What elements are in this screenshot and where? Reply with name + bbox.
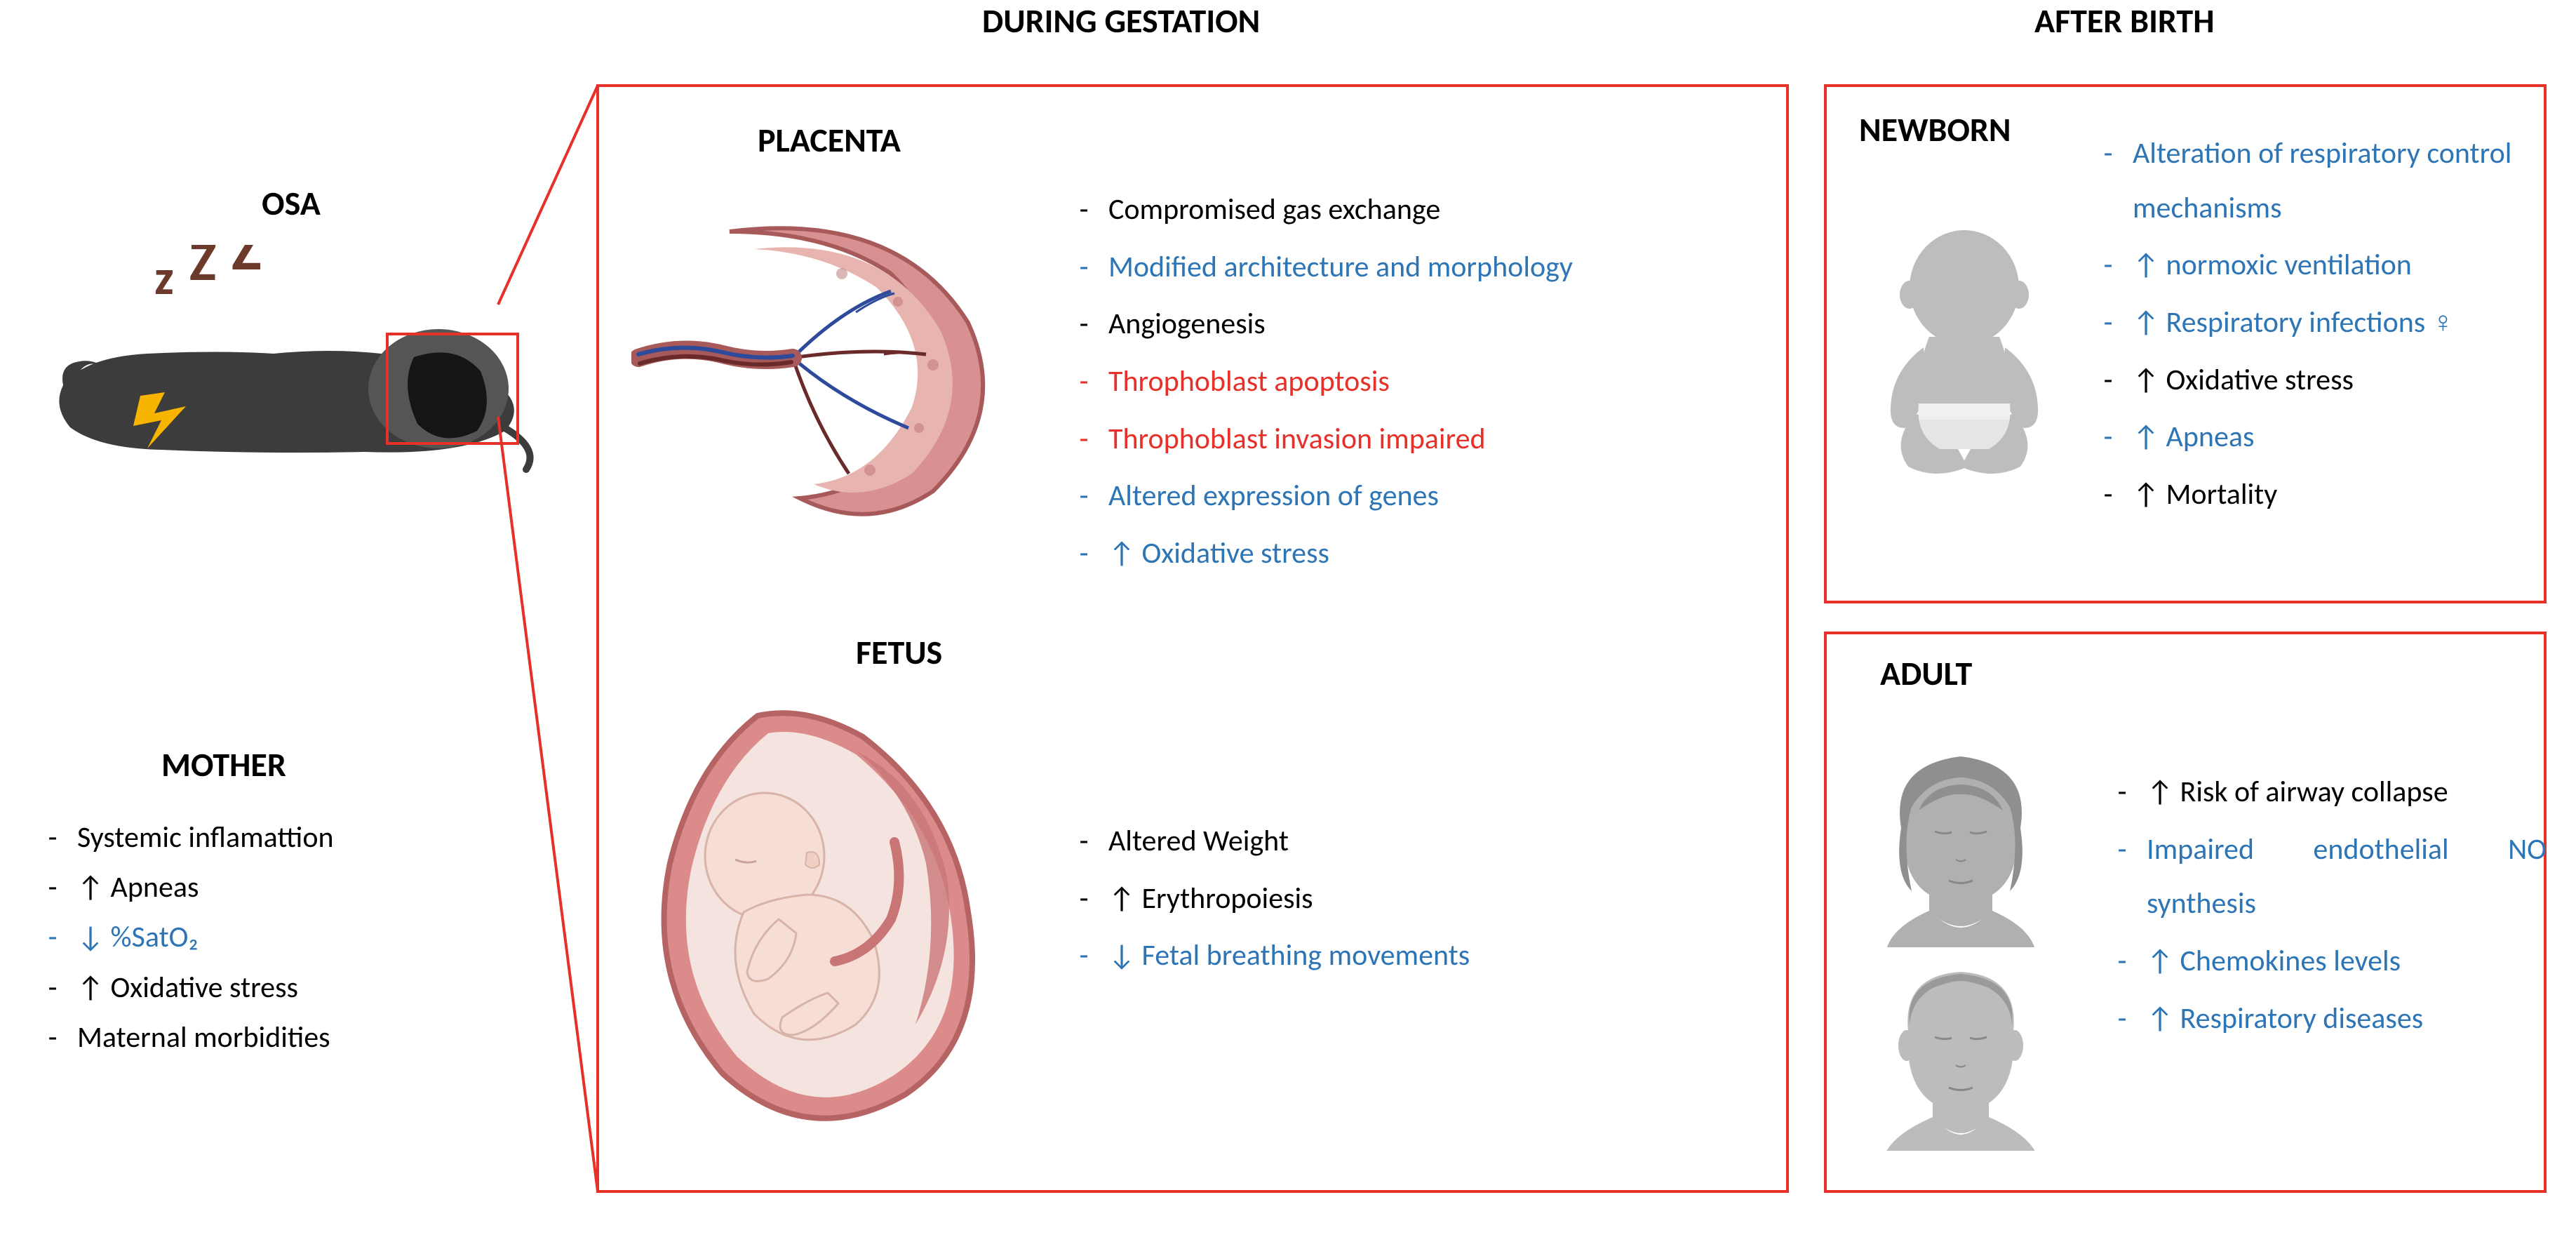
list-dash: - — [2084, 295, 2133, 350]
placenta-list: -Compromised gas exchange-Modified archi… — [1059, 182, 1761, 584]
list-text: ↑ Oxidative stress — [1108, 526, 1761, 581]
list-dash: - — [2084, 126, 2133, 235]
fetus-label: FETUS — [856, 632, 942, 673]
list-item: -↑ Apneas — [2084, 410, 2540, 465]
list-text: Systemic inflamattion — [77, 814, 519, 861]
list-dash: - — [1059, 240, 1108, 295]
list-item: -↑ Oxidative stress — [28, 964, 519, 1011]
adult-label: ADULT — [1880, 653, 1972, 694]
list-item: -↑ Apneas — [28, 864, 519, 911]
list-dash: - — [2098, 765, 2147, 820]
list-item: -↑ Oxidative stress — [2084, 353, 2540, 408]
svg-text:Z: Z — [232, 245, 262, 287]
list-item: -Impaired endothelial NO synthesis — [2098, 822, 2547, 931]
list-text: ↑ Apneas — [2133, 410, 2540, 465]
list-text: ↑ Risk of airway collapse — [2147, 765, 2547, 820]
list-dash: - — [28, 964, 77, 1011]
osa-image: z Z Z — [49, 245, 540, 490]
list-dash: - — [2084, 353, 2133, 408]
list-dash: - — [1059, 182, 1108, 237]
list-item: -Maternal morbidities — [28, 1014, 519, 1061]
list-dash: - — [1059, 814, 1108, 869]
list-dash: - — [1059, 297, 1108, 352]
list-item: -↑ Risk of airway collapse — [2098, 765, 2547, 820]
fetus-list: -Altered Weight-↑ Erythropoiesis-↓ Fetal… — [1059, 814, 1761, 986]
list-text: ↑ Oxidative stress — [2133, 353, 2540, 408]
list-dash: - — [28, 864, 77, 911]
list-text: Throphoblast invasion impaired — [1108, 412, 1761, 467]
list-dash: - — [1059, 928, 1108, 983]
newborn-image — [1852, 225, 2077, 491]
list-dash: - — [2084, 238, 2133, 293]
list-text: Throphoblast apoptosis — [1108, 354, 1761, 409]
list-item: -↓ Fetal breathing movements — [1059, 928, 1761, 983]
newborn-list: -Alteration of respiratory control mecha… — [2084, 126, 2540, 525]
list-item: -Systemic inflamattion — [28, 814, 519, 861]
list-item: -↑ Chemokines levels — [2098, 934, 2547, 989]
mother-label: MOTHER — [161, 744, 286, 785]
list-text: ↑ Oxidative stress — [77, 964, 519, 1011]
list-text: ↑ Respiratory infections ♀ — [2133, 295, 2540, 350]
list-item: -↑ Respiratory diseases — [2098, 991, 2547, 1046]
list-text: ↑ Chemokines levels — [2147, 934, 2547, 989]
mother-list: -Systemic inflamattion-↑ Apneas-↓ %SatO₂… — [28, 814, 519, 1064]
list-text: ↑ Erythropoiesis — [1108, 871, 1761, 926]
list-dash: - — [2098, 991, 2147, 1046]
list-item: -↑ Mortality — [2084, 467, 2540, 522]
list-dash: - — [28, 1014, 77, 1061]
list-item: -Altered expression of genes — [1059, 469, 1761, 523]
list-item: -↓ %SatO₂ — [28, 914, 519, 961]
list-dash: - — [2098, 822, 2147, 931]
fetus-image — [631, 702, 996, 1137]
list-item: -↑ Erythropoiesis — [1059, 871, 1761, 926]
svg-text:z: z — [154, 247, 174, 307]
placenta-label: PLACENTA — [758, 119, 901, 161]
list-item: -Altered Weight — [1059, 814, 1761, 869]
fetus-highlight-box — [386, 333, 519, 445]
list-item: -Modified architecture and morphology — [1059, 240, 1761, 295]
list-item: -↑ Respiratory infections ♀ — [2084, 295, 2540, 350]
list-dash: - — [28, 914, 77, 961]
list-dash: - — [1059, 526, 1108, 581]
list-item: -↑ Oxidative stress — [1059, 526, 1761, 581]
list-text: Altered Weight — [1108, 814, 1761, 869]
list-text: Alteration of respiratory control mechan… — [2133, 126, 2540, 235]
adult-image — [1852, 744, 2069, 1151]
list-dash: - — [2084, 410, 2133, 465]
list-text: ↓ %SatO₂ — [77, 914, 519, 961]
adult-list: -↑ Risk of airway collapse-Impaired endo… — [2098, 765, 2547, 1048]
svg-text:Z: Z — [189, 245, 216, 295]
list-item: -Compromised gas exchange — [1059, 182, 1761, 237]
list-text: Altered expression of genes — [1108, 469, 1761, 523]
list-dash: - — [28, 814, 77, 861]
placenta-image — [631, 196, 1024, 519]
list-dash: - — [1059, 469, 1108, 523]
list-text: Maternal morbidities — [77, 1014, 519, 1061]
newborn-label: NEWBORN — [1859, 109, 2011, 150]
list-text: ↑ normoxic ventilation — [2133, 238, 2540, 293]
list-dash: - — [2084, 467, 2133, 522]
list-dash: - — [2098, 934, 2147, 989]
list-text: Impaired endothelial NO synthesis — [2147, 822, 2547, 931]
header-during-gestation: DURING GESTATION — [982, 0, 1260, 41]
list-item: -Angiogenesis — [1059, 297, 1761, 352]
osa-label: OSA — [28, 182, 554, 224]
list-text: Modified architecture and morphology — [1108, 240, 1761, 295]
list-dash: - — [1059, 354, 1108, 409]
list-text: ↑ Apneas — [77, 864, 519, 911]
list-text: ↓ Fetal breathing movements — [1108, 928, 1761, 983]
list-item: -Alteration of respiratory control mecha… — [2084, 126, 2540, 235]
list-text: ↑ Mortality — [2133, 467, 2540, 522]
list-dash: - — [1059, 412, 1108, 467]
list-item: -Throphoblast invasion impaired — [1059, 412, 1761, 467]
list-item: -↑ normoxic ventilation — [2084, 238, 2540, 293]
list-text: Compromised gas exchange — [1108, 182, 1761, 237]
list-item: -Throphoblast apoptosis — [1059, 354, 1761, 409]
list-text: Angiogenesis — [1108, 297, 1761, 352]
header-after-birth: AFTER BIRTH — [2034, 0, 2214, 41]
osa-section: OSA z Z Z — [28, 182, 554, 490]
list-dash: - — [1059, 871, 1108, 926]
list-text: ↑ Respiratory diseases — [2147, 991, 2547, 1046]
